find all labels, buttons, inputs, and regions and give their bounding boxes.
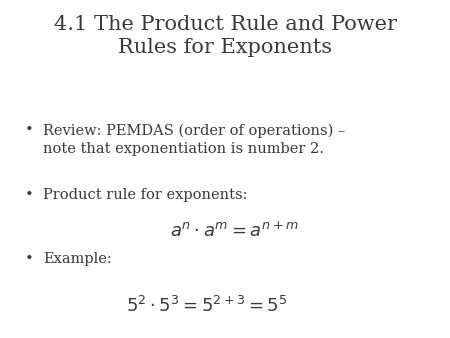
Text: •: • xyxy=(25,123,33,137)
Text: Review: PEMDAS (order of operations) –
note that exponentiation is number 2.: Review: PEMDAS (order of operations) – n… xyxy=(43,123,345,155)
Text: Example:: Example: xyxy=(43,252,112,266)
Text: •: • xyxy=(25,252,33,266)
Text: •: • xyxy=(25,188,33,201)
Text: Product rule for exponents:: Product rule for exponents: xyxy=(43,188,247,201)
Text: $5^{2} \cdot 5^{3} = 5^{2+3} = 5^{5}$: $5^{2} \cdot 5^{3} = 5^{2+3} = 5^{5}$ xyxy=(126,296,288,316)
Text: $a^{n} \cdot a^{m} = a^{n+m}$: $a^{n} \cdot a^{m} = a^{n+m}$ xyxy=(170,221,298,241)
Text: 4.1 The Product Rule and Power
Rules for Exponents: 4.1 The Product Rule and Power Rules for… xyxy=(54,15,396,57)
